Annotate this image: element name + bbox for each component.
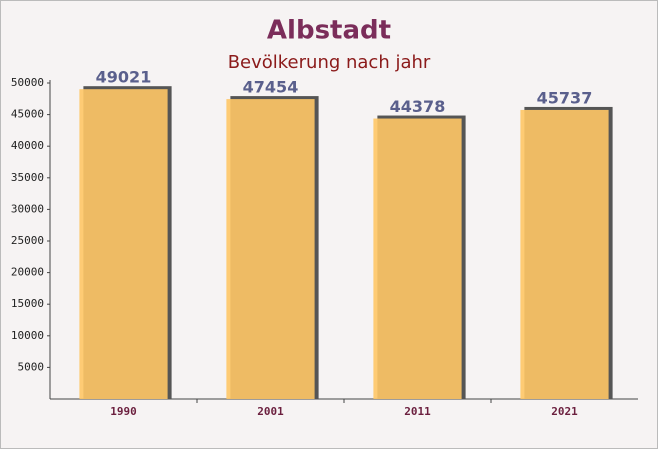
x-tick-label: 2001 [257,405,284,418]
x-tick-label: 2021 [551,405,578,418]
x-tick-label: 2011 [404,405,431,418]
value-label: 47454 [243,78,299,97]
y-tick-label: 50000 [11,76,44,89]
y-tick-label: 25000 [11,234,44,247]
value-label: 49021 [96,68,152,87]
y-tick-label: 10000 [11,329,44,342]
y-tick-label: 20000 [11,266,44,279]
y-tick-label: 45000 [11,108,44,121]
y-tick-label: 35000 [11,171,44,184]
chart-title: Albstadt [267,16,391,46]
value-label: 45737 [537,88,593,107]
bar [79,89,168,399]
x-tick-label: 1990 [110,405,137,418]
bar [373,118,462,399]
y-tick-label: 15000 [11,297,44,310]
bar [226,99,315,399]
y-tick-label: 40000 [11,139,44,152]
bar [520,109,609,399]
y-tick-label: 30000 [11,202,44,215]
chart-subtitle: Bevölkerung nach jahr [228,52,431,73]
y-tick-label: 5000 [18,360,45,373]
value-label: 44378 [390,97,446,116]
